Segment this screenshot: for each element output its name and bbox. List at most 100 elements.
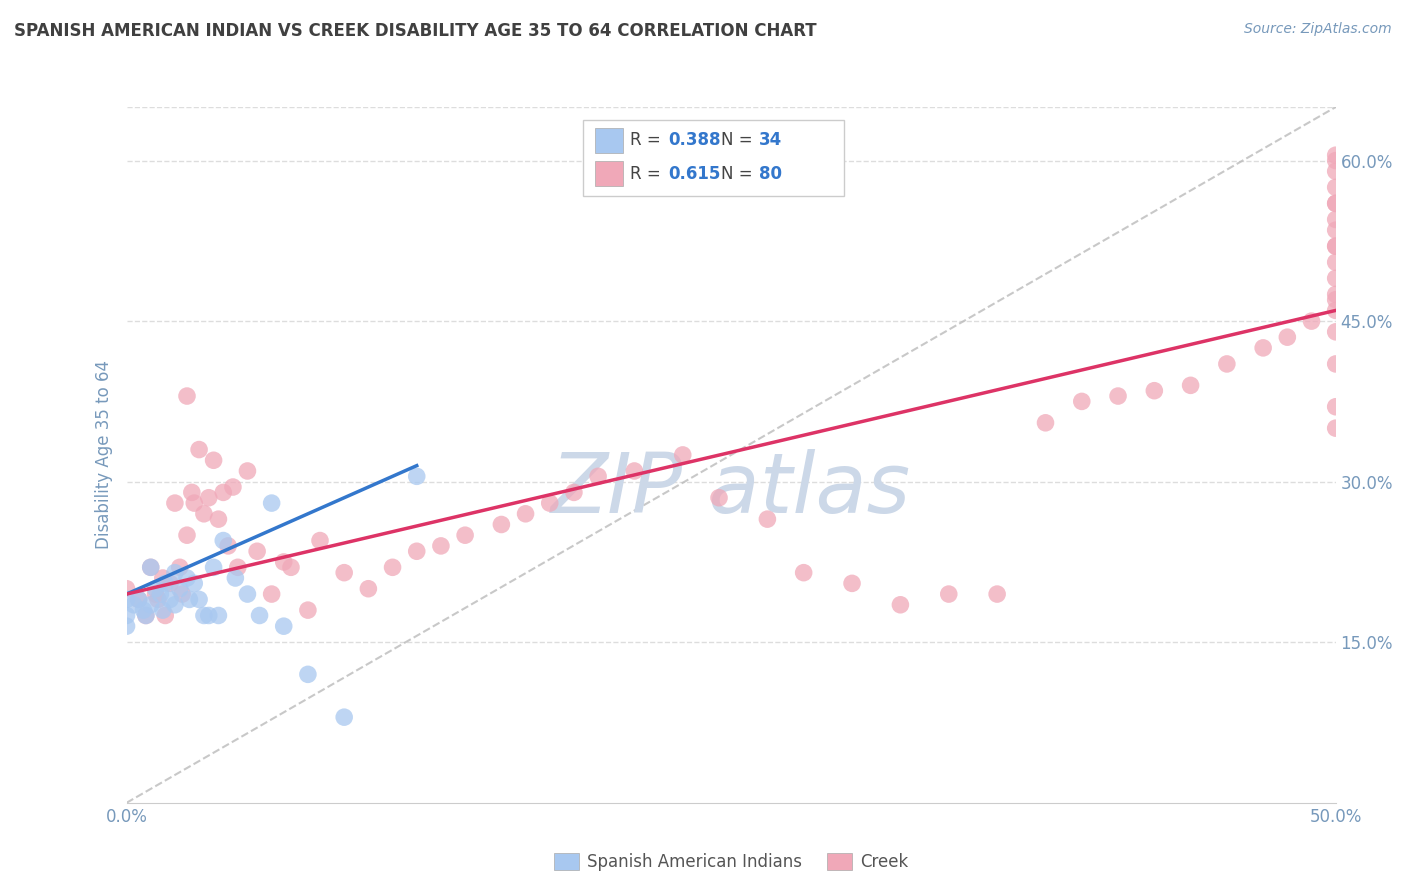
Point xyxy=(249,608,271,623)
Point xyxy=(176,571,198,585)
Point xyxy=(1251,341,1274,355)
Point xyxy=(202,453,225,467)
Point xyxy=(273,555,295,569)
Point xyxy=(1324,164,1347,178)
Point xyxy=(212,533,235,548)
Point xyxy=(163,496,186,510)
Point xyxy=(188,592,211,607)
Point xyxy=(145,582,167,596)
Point xyxy=(1277,330,1299,344)
Point xyxy=(217,539,239,553)
Point xyxy=(1324,239,1347,253)
Point xyxy=(115,582,138,596)
Point xyxy=(1324,180,1347,194)
Point xyxy=(1143,384,1166,398)
Point xyxy=(1324,212,1347,227)
Point xyxy=(115,592,138,607)
Point xyxy=(623,464,645,478)
Point xyxy=(1324,293,1347,307)
Point xyxy=(1070,394,1092,409)
Point xyxy=(193,507,215,521)
Point xyxy=(207,608,229,623)
Point xyxy=(155,608,177,623)
Point xyxy=(986,587,1008,601)
Point xyxy=(115,608,138,623)
Point xyxy=(169,582,191,596)
Point xyxy=(212,485,235,500)
Point xyxy=(1216,357,1239,371)
Point xyxy=(180,485,202,500)
Y-axis label: Disability Age 35 to 64: Disability Age 35 to 64 xyxy=(94,360,112,549)
Text: SPANISH AMERICAN INDIAN VS CREEK DISABILITY AGE 35 TO 64 CORRELATION CHART: SPANISH AMERICAN INDIAN VS CREEK DISABIL… xyxy=(14,22,817,40)
Point xyxy=(122,598,145,612)
Point xyxy=(226,560,249,574)
Point xyxy=(135,608,157,623)
Point xyxy=(430,539,453,553)
Point xyxy=(260,587,283,601)
Point xyxy=(1324,196,1347,211)
Point xyxy=(128,592,150,607)
Point xyxy=(152,571,174,585)
Point xyxy=(155,576,177,591)
Point xyxy=(146,592,169,607)
Point xyxy=(115,619,138,633)
Point xyxy=(889,598,911,612)
Point xyxy=(159,592,181,607)
Point xyxy=(1324,325,1347,339)
Point xyxy=(176,389,198,403)
Point xyxy=(1324,357,1347,371)
Point xyxy=(333,566,356,580)
Text: 80: 80 xyxy=(759,165,782,183)
Text: 34: 34 xyxy=(759,131,783,149)
Point xyxy=(246,544,269,558)
Text: ZIP atlas: ZIP atlas xyxy=(551,450,911,530)
Text: N =: N = xyxy=(721,131,758,149)
Point xyxy=(163,598,186,612)
Point xyxy=(176,528,198,542)
Point xyxy=(1324,271,1347,285)
Point xyxy=(1324,287,1347,301)
Point xyxy=(197,491,219,505)
Point xyxy=(357,582,380,596)
Point xyxy=(309,533,332,548)
Point xyxy=(454,528,477,542)
Point xyxy=(672,448,695,462)
Text: 0.388: 0.388 xyxy=(668,131,720,149)
Point xyxy=(197,608,219,623)
Point xyxy=(183,496,205,510)
Point xyxy=(562,485,585,500)
Point xyxy=(586,469,609,483)
Point xyxy=(841,576,863,591)
Point xyxy=(224,571,246,585)
Point xyxy=(1324,421,1347,435)
Point xyxy=(172,587,194,601)
Point xyxy=(1324,196,1347,211)
Text: Source: ZipAtlas.com: Source: ZipAtlas.com xyxy=(1244,22,1392,37)
Text: R =: R = xyxy=(630,131,666,149)
Point xyxy=(236,587,259,601)
Point xyxy=(1180,378,1202,392)
Point xyxy=(405,544,427,558)
Point xyxy=(193,608,215,623)
Point xyxy=(128,592,150,607)
Point xyxy=(1324,148,1347,162)
Point xyxy=(163,566,186,580)
Text: N =: N = xyxy=(721,165,758,183)
Point xyxy=(1324,239,1347,253)
Point xyxy=(135,608,157,623)
Point xyxy=(1301,314,1323,328)
Point xyxy=(1324,255,1347,269)
Point xyxy=(139,560,162,574)
Point xyxy=(132,603,155,617)
Point xyxy=(793,566,815,580)
Point xyxy=(1324,223,1347,237)
Point xyxy=(756,512,779,526)
Legend: Spanish American Indians, Creek: Spanish American Indians, Creek xyxy=(547,847,915,878)
Point xyxy=(707,491,730,505)
Point xyxy=(405,469,427,483)
Point xyxy=(1324,153,1347,168)
Point xyxy=(273,619,295,633)
Point xyxy=(381,560,404,574)
Point xyxy=(491,517,513,532)
Point xyxy=(515,507,537,521)
